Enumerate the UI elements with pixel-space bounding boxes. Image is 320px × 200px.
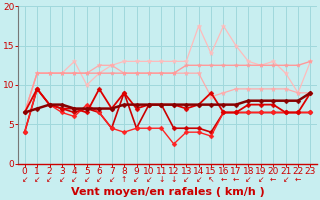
Text: ↙: ↙ bbox=[258, 175, 264, 184]
Text: ↙: ↙ bbox=[196, 175, 202, 184]
Text: ↙: ↙ bbox=[71, 175, 77, 184]
Text: ↙: ↙ bbox=[34, 175, 40, 184]
Text: ↙: ↙ bbox=[108, 175, 115, 184]
Text: ↙: ↙ bbox=[183, 175, 189, 184]
Text: ←: ← bbox=[220, 175, 227, 184]
Text: ↙: ↙ bbox=[21, 175, 28, 184]
Text: ↙: ↙ bbox=[283, 175, 289, 184]
Text: ↓: ↓ bbox=[171, 175, 177, 184]
Text: ↙: ↙ bbox=[84, 175, 90, 184]
Text: ←: ← bbox=[295, 175, 301, 184]
Text: ↙: ↙ bbox=[146, 175, 152, 184]
Text: ↙: ↙ bbox=[133, 175, 140, 184]
Text: ↙: ↙ bbox=[46, 175, 53, 184]
Text: ↖: ↖ bbox=[208, 175, 214, 184]
Text: ↙: ↙ bbox=[59, 175, 65, 184]
Text: ←: ← bbox=[233, 175, 239, 184]
Text: ↓: ↓ bbox=[158, 175, 164, 184]
Text: ↙: ↙ bbox=[96, 175, 102, 184]
Text: ↙: ↙ bbox=[245, 175, 252, 184]
Text: ↑: ↑ bbox=[121, 175, 127, 184]
X-axis label: Vent moyen/en rafales ( km/h ): Vent moyen/en rafales ( km/h ) bbox=[71, 187, 264, 197]
Text: ←: ← bbox=[270, 175, 276, 184]
